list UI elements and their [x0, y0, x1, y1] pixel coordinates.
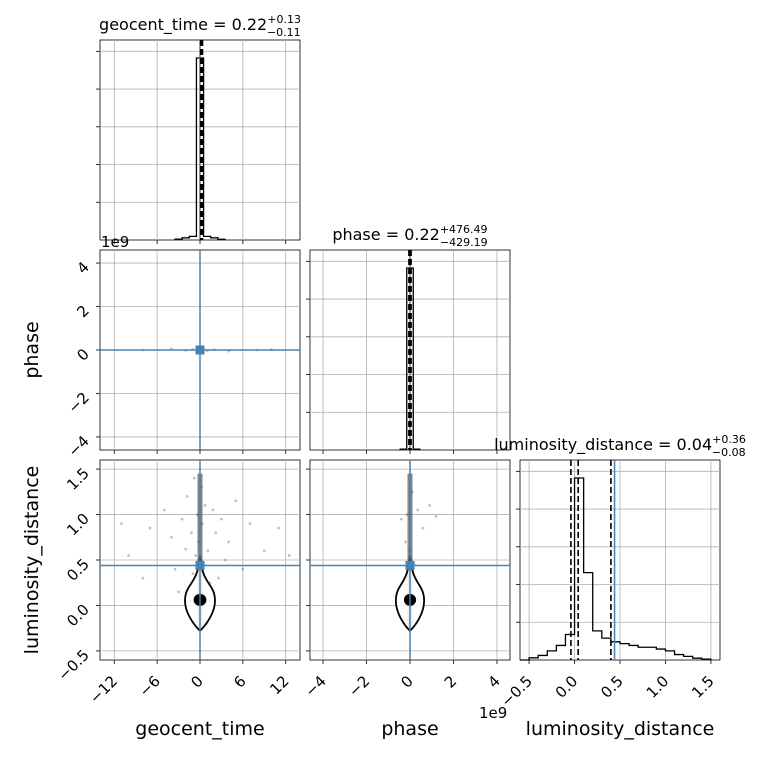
xlabel-geocent_time: geocent_time	[135, 718, 264, 740]
ytick-label-phase-0: −4	[64, 432, 92, 460]
xtick-label-phase-4: 4	[484, 672, 503, 691]
xtick-label-phase-1: −2	[345, 672, 373, 700]
hist-phase-title: phase = 0.22+476.49 −429.19	[332, 223, 487, 249]
scatter-geocent_time-vs-luminosity_distance-point-4	[162, 508, 166, 512]
ylabel-phase: phase	[21, 321, 43, 378]
scatter-geocent_time-vs-luminosity_distance-point-36	[277, 526, 280, 530]
ytick-label-luminosity_distance-3: 1.0	[63, 510, 93, 540]
scatter-geocent_time-vs-luminosity_distance-point-28	[217, 576, 220, 580]
xtick-label-geocent_time-1: −6	[136, 672, 164, 700]
scatter-geocent_time-vs-phase-truth-marker	[195, 345, 205, 355]
scatter-phase-vs-luminosity_distance-point-5	[421, 526, 425, 530]
xlabel-phase: phase	[381, 718, 438, 740]
ytick-label-luminosity_distance-4: 1.5	[63, 464, 93, 494]
scatter-geocent_time-vs-luminosity_distance-point-35	[262, 549, 266, 553]
scatter-geocent_time-vs-luminosity_distance-point-33	[241, 567, 245, 571]
ytick-label-luminosity_distance-0: −0.5	[54, 646, 92, 684]
scatter-phase-vs-luminosity_distance-point-0	[399, 517, 403, 521]
scatter-geocent_time-vs-luminosity_distance-point-29	[220, 517, 223, 521]
offset-label-phase-axis: 1e9	[101, 233, 129, 251]
scatter-geocent_time-vs-luminosity_distance-point-15	[194, 554, 198, 557]
scatter-geocent_time-vs-luminosity_distance-point-37	[287, 554, 291, 557]
ytick-label-phase-2: 0	[73, 345, 92, 364]
ytick-label-phase-3: 2	[73, 302, 92, 321]
scatter-geocent_time-vs-luminosity_distance-point-10	[185, 494, 189, 498]
hist-luminosity_distance-steps	[520, 477, 712, 661]
scatter-phase-vs-luminosity_distance-point-6	[428, 504, 431, 507]
scatter-geocent_time-vs-luminosity_distance-point-13	[191, 572, 195, 576]
scatter-phase-vs-luminosity_distance-point-7	[434, 514, 438, 518]
xtick-label-phase-3: 2	[441, 672, 460, 691]
scatter-phase-vs-luminosity_distance-point-4	[416, 508, 420, 512]
scatter-geocent_time-vs-luminosity_distance-point-27	[214, 531, 218, 535]
xtick-label-phase-0: −4	[301, 672, 329, 700]
scatter-geocent_time-vs-luminosity_distance-point-5	[170, 535, 173, 539]
scatter-geocent_time-vs-luminosity_distance-point-30	[223, 558, 227, 562]
xtick-label-geocent_time-4: 12	[266, 672, 292, 698]
xtick-label-luminosity_distance-2: 0.5	[597, 672, 627, 702]
scatter-geocent_time-vs-luminosity_distance-truth-marker	[195, 560, 205, 570]
xlabel-luminosity_distance: luminosity_distance	[526, 718, 715, 740]
scatter-geocent_time-vs-luminosity_distance-point-34	[248, 522, 252, 526]
xtick-label-geocent_time-2: 0	[187, 672, 206, 691]
scatter-phase-vs-luminosity_distance-point-11	[405, 513, 409, 516]
scatter-geocent_time-vs-luminosity_distance-point-14	[192, 476, 196, 480]
scatter-geocent_time-vs-luminosity_distance-point-24	[206, 549, 210, 553]
xtick-label-geocent_time-3: 6	[230, 672, 249, 691]
ylabel-luminosity_distance: luminosity_distance	[21, 466, 43, 655]
xtick-label-geocent_time-0: −12	[86, 672, 121, 707]
scatter-geocent_time-vs-luminosity_distance-point-31	[227, 540, 230, 544]
ytick-label-phase-4: 4	[73, 258, 92, 277]
scatter-geocent_time-vs-luminosity_distance-point-8	[180, 517, 184, 521]
scatter-geocent_time-vs-luminosity_distance-point-0	[120, 522, 123, 526]
scatter-geocent_time-vs-luminosity_distance-point-22	[203, 504, 207, 507]
scatter-geocent_time-vs-luminosity_distance-point-32	[234, 499, 238, 503]
scatter-geocent_time-vs-luminosity_distance-point-1	[127, 554, 130, 557]
xtick-label-phase-2: 0	[397, 672, 416, 691]
xtick-label-luminosity_distance-4: 1.5	[688, 672, 718, 702]
scatter-geocent_time-vs-luminosity_distance-point-7	[177, 590, 180, 594]
ytick-label-phase-1: −2	[64, 389, 92, 417]
hist-luminosity_distance-title: luminosity_distance = 0.04+0.36 −0.08	[494, 433, 746, 459]
scatter-geocent_time-vs-luminosity_distance-point-6	[173, 567, 177, 571]
scatter-phase-vs-luminosity_distance-truth-marker	[405, 560, 415, 570]
ytick-label-luminosity_distance-1: 0.0	[63, 601, 93, 631]
xtick-label-luminosity_distance-3: 1.0	[643, 672, 673, 702]
scatter-geocent_time-vs-luminosity_distance-point-2	[141, 576, 145, 580]
scatter-geocent_time-vs-luminosity_distance-point-26	[211, 508, 215, 512]
hist-geocent_time-title: geocent_time = 0.22+0.13 −0.11	[99, 13, 301, 39]
scatter-geocent_time-vs-luminosity_distance-point-12	[190, 531, 193, 535]
scatter-phase-vs-luminosity_distance-point-1	[404, 540, 408, 544]
xtick-label-luminosity_distance-1: 0.0	[552, 672, 582, 702]
scatter-geocent_time-vs-luminosity_distance-point-9	[184, 547, 188, 551]
offset-label-phase-xaxis: 1e9	[479, 704, 507, 722]
scatter-geocent_time-vs-luminosity_distance-point-3	[148, 526, 152, 530]
ytick-label-luminosity_distance-2: 0.5	[63, 555, 93, 585]
